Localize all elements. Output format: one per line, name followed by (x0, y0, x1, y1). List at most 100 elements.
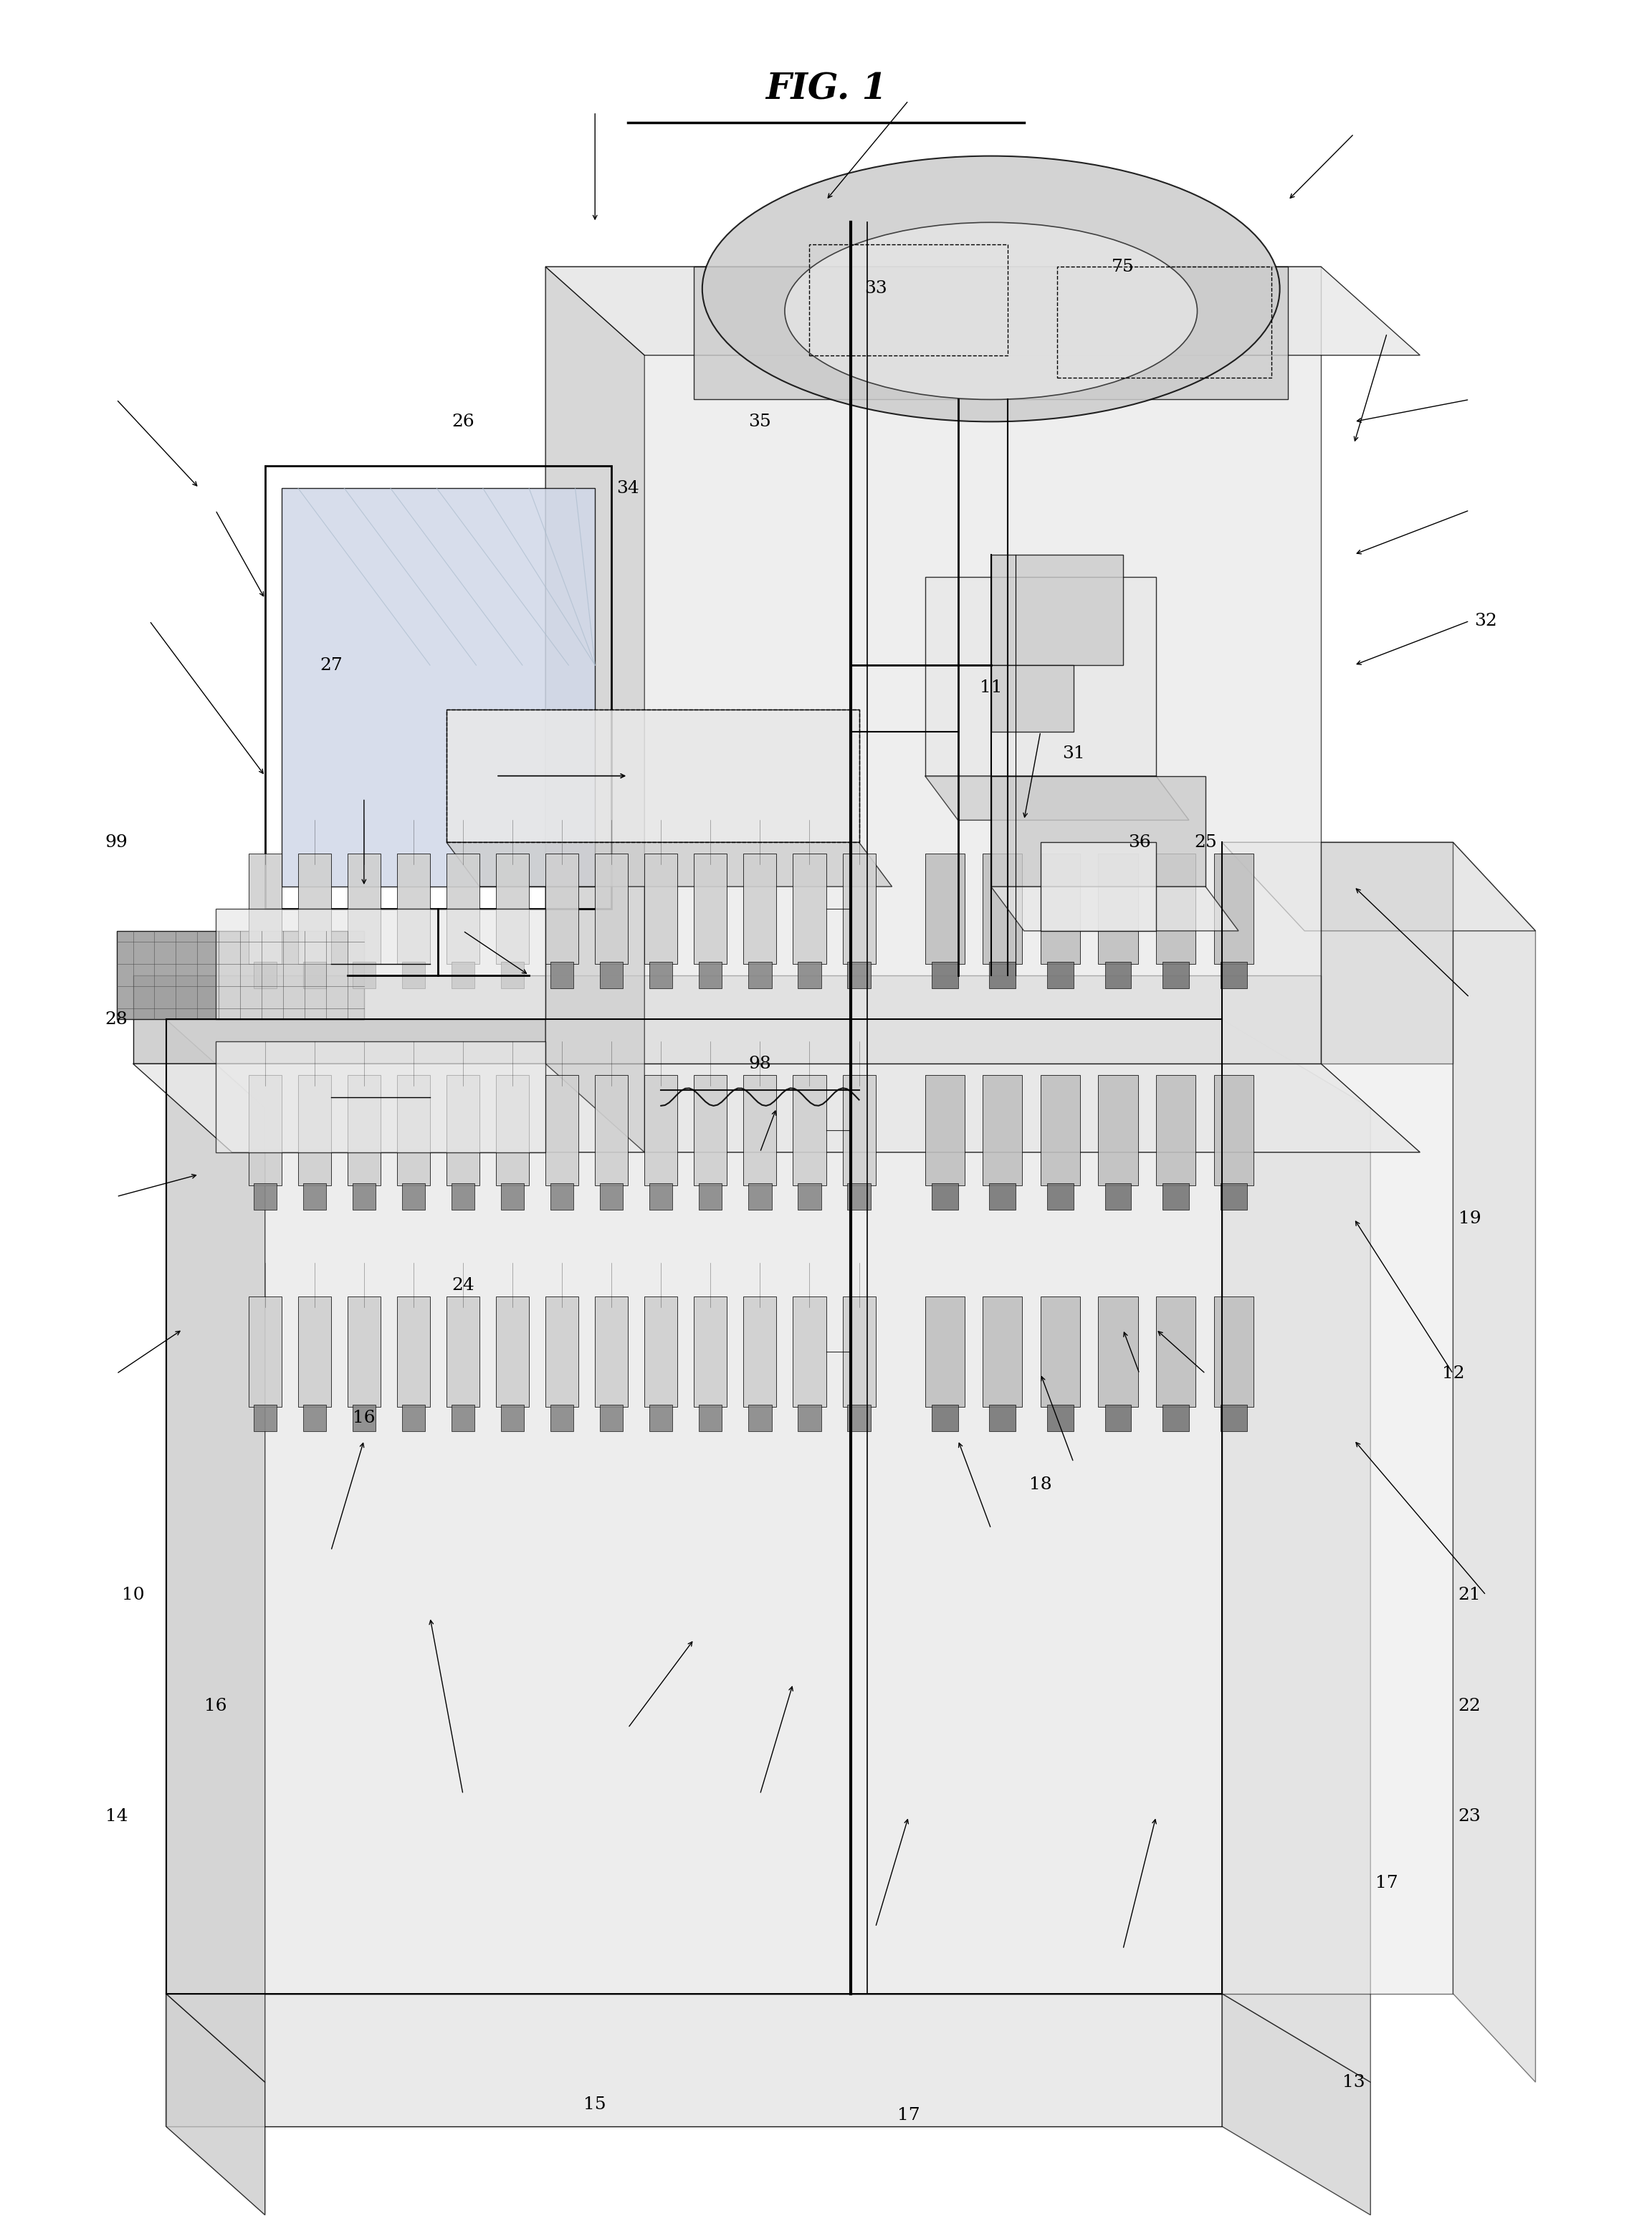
Bar (600, 1183, 623, 1210)
Bar (649, 1405, 672, 1432)
Bar (649, 1183, 672, 1210)
Text: 17: 17 (1376, 1875, 1398, 1890)
Bar (446, 1296, 479, 1407)
Bar (1214, 853, 1254, 964)
Bar (396, 853, 430, 964)
Text: 18: 18 (1029, 1476, 1052, 1494)
Bar (1221, 1183, 1247, 1210)
Polygon shape (545, 266, 644, 1152)
Polygon shape (925, 576, 1156, 776)
Bar (699, 1405, 722, 1432)
Polygon shape (117, 931, 363, 1019)
Text: 28: 28 (106, 1010, 127, 1028)
Text: FIG. 1: FIG. 1 (765, 71, 887, 106)
Bar (248, 1296, 281, 1407)
Polygon shape (1222, 842, 1535, 931)
Bar (1163, 962, 1189, 988)
Text: 21: 21 (1459, 1587, 1480, 1604)
Bar (932, 1183, 958, 1210)
Bar (595, 853, 628, 964)
Bar (451, 962, 474, 988)
Bar (699, 962, 722, 988)
Bar (595, 1075, 628, 1186)
Polygon shape (1222, 1019, 1371, 2083)
Bar (1041, 853, 1080, 964)
Bar (932, 1405, 958, 1432)
Text: 15: 15 (583, 2096, 606, 2112)
Bar (302, 962, 325, 988)
Polygon shape (1222, 842, 1454, 1994)
Bar (694, 1296, 727, 1407)
Text: 16: 16 (205, 1697, 226, 1713)
Bar (401, 1405, 425, 1432)
Bar (793, 853, 826, 964)
Polygon shape (545, 266, 1322, 1064)
Text: 12: 12 (1442, 1365, 1464, 1383)
Polygon shape (165, 1994, 1222, 2127)
Text: 19: 19 (1459, 1210, 1480, 1228)
Bar (1221, 962, 1247, 988)
Bar (1214, 1075, 1254, 1186)
Text: 25: 25 (1194, 833, 1218, 851)
Bar (847, 1183, 871, 1210)
Bar (1156, 1296, 1196, 1407)
Bar (925, 1296, 965, 1407)
Bar (1163, 1405, 1189, 1432)
Text: 16: 16 (352, 1409, 375, 1427)
Text: 36: 36 (1128, 833, 1151, 851)
Bar (1099, 853, 1138, 964)
Bar (990, 1405, 1016, 1432)
Bar (809, 244, 1008, 355)
Bar (1041, 1075, 1080, 1186)
Bar (451, 1405, 474, 1432)
Bar (1047, 962, 1074, 988)
Text: 31: 31 (1062, 745, 1085, 762)
Text: 24: 24 (451, 1276, 474, 1294)
Bar (1105, 1183, 1132, 1210)
Bar (932, 962, 958, 988)
Bar (748, 962, 771, 988)
Text: 75: 75 (1112, 259, 1135, 275)
Bar (1041, 1296, 1080, 1407)
Bar (347, 853, 380, 964)
Bar (1156, 853, 1196, 964)
Bar (793, 1296, 826, 1407)
Polygon shape (1041, 842, 1156, 931)
Bar (1105, 1405, 1132, 1432)
Text: 14: 14 (106, 1808, 127, 1824)
Bar (983, 1075, 1023, 1186)
Bar (297, 1296, 330, 1407)
Text: 10: 10 (122, 1587, 144, 1604)
Bar (595, 1296, 628, 1407)
Polygon shape (446, 709, 859, 842)
Bar (451, 1183, 474, 1210)
Polygon shape (134, 1064, 1421, 1152)
Text: 17: 17 (897, 2107, 920, 2123)
Text: 35: 35 (748, 414, 771, 430)
Ellipse shape (702, 155, 1280, 421)
Bar (347, 1296, 380, 1407)
Bar (401, 1183, 425, 1210)
Bar (550, 1183, 573, 1210)
Bar (694, 853, 727, 964)
Bar (748, 1183, 771, 1210)
Bar (990, 1183, 1016, 1210)
Bar (699, 1183, 722, 1210)
Text: 26: 26 (451, 414, 474, 430)
Text: 23: 23 (1459, 1808, 1480, 1824)
Bar (446, 1075, 479, 1186)
Text: 13: 13 (1343, 2074, 1365, 2090)
Bar (496, 1296, 529, 1407)
Bar (501, 1183, 524, 1210)
Text: 34: 34 (616, 481, 639, 496)
Bar (545, 1296, 578, 1407)
Polygon shape (991, 776, 1206, 886)
Bar (352, 962, 375, 988)
Bar (983, 853, 1023, 964)
Bar (1099, 1296, 1138, 1407)
Bar (352, 1183, 375, 1210)
Bar (1214, 1296, 1254, 1407)
Ellipse shape (785, 222, 1198, 399)
Bar (396, 1296, 430, 1407)
Polygon shape (1322, 842, 1454, 1064)
